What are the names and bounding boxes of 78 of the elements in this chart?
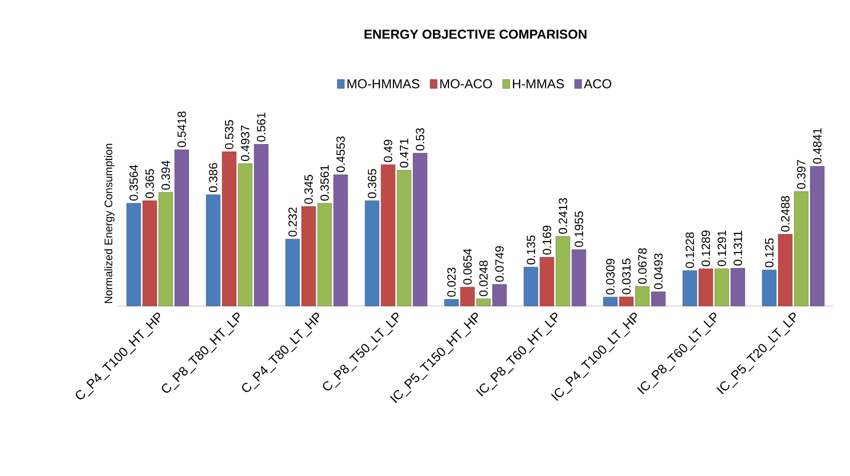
- legend-label: MO-HMMAS: [348, 79, 420, 88]
- data-label: 0.345: [304, 174, 313, 204]
- bar: [619, 296, 634, 306]
- bar: [524, 266, 538, 306]
- data-label: 0.535: [224, 120, 234, 150]
- data-label: 0.232: [288, 208, 297, 236]
- bar: [364, 200, 380, 306]
- data-label: 0.135: [526, 235, 536, 264]
- data-label: 0.3561: [320, 165, 329, 201]
- bar: [174, 150, 189, 306]
- bar: [396, 170, 412, 306]
- chart-title: ENERGY OBJECTIVE COMPARISON: [364, 30, 586, 39]
- legend-label: MO-ACO: [440, 79, 492, 88]
- data-label: 0.2488: [781, 196, 790, 232]
- data-label: 0.125: [765, 238, 774, 268]
- data-label: 0.023: [447, 268, 456, 297]
- data-label: 0.4841: [813, 128, 822, 164]
- data-label: 0.561: [256, 112, 266, 142]
- data-label: 0.365: [368, 169, 376, 198]
- data-label: 0.471: [400, 138, 408, 168]
- data-label: 0.53: [416, 128, 424, 151]
- bar: [556, 236, 570, 306]
- data-label: 0.5418: [177, 112, 186, 148]
- bar: [301, 206, 316, 306]
- data-label: 0.4553: [336, 136, 345, 172]
- bar: [714, 268, 730, 306]
- bar: [651, 292, 666, 306]
- bar: [698, 268, 714, 306]
- bar: [333, 174, 348, 306]
- bar: [380, 164, 396, 306]
- data-label: 0.49: [384, 140, 392, 162]
- data-label: 0.0315: [622, 258, 631, 294]
- bar: [126, 203, 141, 306]
- data-label: 0.0248: [479, 260, 488, 296]
- bar: [810, 166, 824, 306]
- bar: [476, 298, 491, 306]
- bar: [794, 191, 808, 306]
- data-label: 0.3564: [129, 164, 138, 201]
- bar: [460, 286, 475, 306]
- bar: [778, 234, 792, 306]
- data-label: 0.169: [542, 226, 552, 255]
- bar: [730, 268, 746, 306]
- bar: [572, 249, 586, 306]
- data-label: 0.0749: [495, 246, 504, 282]
- bar: [206, 194, 220, 306]
- y-axis-title: Normalized Energy Consumption: [104, 144, 114, 303]
- data-label: 0.365: [145, 169, 154, 198]
- bar: [492, 284, 507, 306]
- data-label: 0.0493: [654, 254, 663, 290]
- legend-label: ACO: [584, 79, 612, 88]
- bar: [238, 163, 252, 306]
- data-label: 0.1311: [734, 230, 742, 266]
- bar: [158, 192, 173, 306]
- bar: [635, 286, 650, 306]
- data-label: 0.1289: [702, 230, 710, 266]
- bar: [412, 152, 428, 306]
- data-label: 0.0654: [463, 248, 472, 284]
- data-label: 0.1228: [686, 232, 694, 268]
- data-label: 0.1955: [574, 211, 584, 247]
- bar: [762, 270, 776, 306]
- data-label: 0.394: [161, 160, 170, 190]
- data-label: 0.1291: [718, 230, 726, 266]
- bar: [254, 144, 268, 306]
- data-label: 0.397: [797, 160, 806, 189]
- data-label: 0.0309: [606, 258, 615, 294]
- legend-label: H-MMAS: [512, 79, 564, 88]
- bar: [603, 296, 618, 306]
- bar: [317, 203, 332, 306]
- data-label: 0.2413: [558, 198, 568, 234]
- data-label: 0.386: [208, 163, 218, 192]
- bar: [142, 200, 157, 306]
- bar: [682, 270, 698, 306]
- bar: [222, 152, 236, 306]
- bar: [540, 257, 554, 306]
- bar: [285, 238, 300, 306]
- data-label: 0.4937: [240, 125, 250, 161]
- data-label: 0.0678: [638, 248, 647, 284]
- bar: [444, 299, 459, 306]
